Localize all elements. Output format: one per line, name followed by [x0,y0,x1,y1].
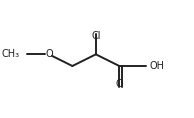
Text: O: O [115,79,123,89]
Text: OH: OH [150,61,165,71]
Text: O: O [45,49,53,59]
Text: Cl: Cl [91,31,100,41]
Text: CH₃: CH₃ [2,49,20,59]
